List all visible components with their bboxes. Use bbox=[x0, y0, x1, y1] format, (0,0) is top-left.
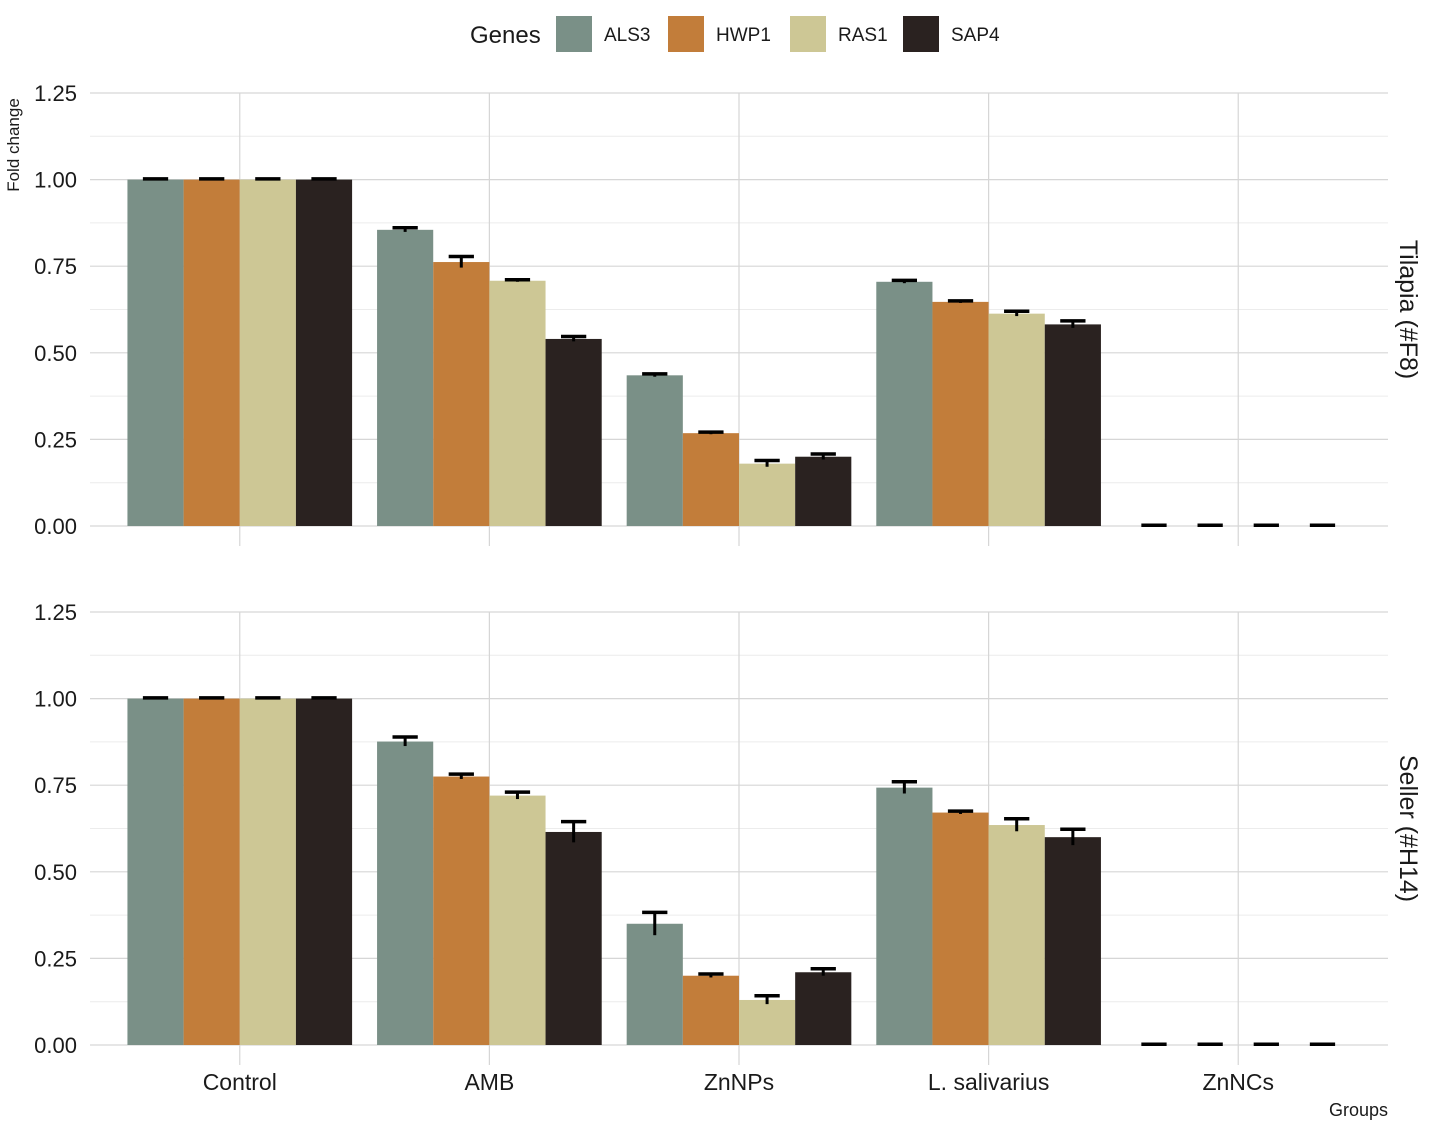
y-axis: 0.00 0.25 0.50 0.75 1.00 1.25 bbox=[34, 81, 77, 539]
panel-seller: 0.00 0.25 0.50 0.75 1.00 1.25 Seller (#H14) bbox=[34, 600, 1422, 1065]
y-tick-label: 0.75 bbox=[34, 254, 77, 279]
x-tick-label: L. salivarius bbox=[928, 1069, 1049, 1095]
bar-ras1 bbox=[239, 179, 296, 526]
y-axis: 0.00 0.25 0.50 0.75 1.00 1.25 bbox=[34, 600, 77, 1058]
y-tick-label: 1.25 bbox=[34, 81, 77, 106]
bars bbox=[127, 696, 1336, 1047]
legend-item-als3: ALS3 bbox=[556, 16, 650, 52]
y-tick-label: 0.00 bbox=[34, 514, 77, 539]
bar-sap4 bbox=[295, 179, 353, 526]
facet-label: Tilapia (#F8) bbox=[1394, 240, 1422, 379]
bar-hwp1 bbox=[433, 776, 490, 1045]
bar-sap4 bbox=[545, 831, 602, 1045]
y-tick-label: 0.50 bbox=[34, 860, 77, 885]
bars bbox=[127, 177, 1336, 528]
y-tick-label: 1.00 bbox=[34, 168, 77, 193]
y-tick-label: 1.00 bbox=[34, 687, 77, 712]
legend-swatch-hwp1 bbox=[668, 16, 704, 52]
legend-item-hwp1: HWP1 bbox=[668, 16, 771, 52]
bar-ras1 bbox=[239, 698, 296, 1045]
bar-sap4 bbox=[1044, 324, 1101, 526]
legend-label-als3: ALS3 bbox=[604, 25, 650, 46]
bar-sap4 bbox=[795, 972, 852, 1045]
legend-label-ras1: RAS1 bbox=[838, 25, 888, 46]
bar-als3 bbox=[127, 179, 184, 526]
bar-hwp1 bbox=[433, 262, 490, 526]
y-tick-label: 0.25 bbox=[34, 427, 77, 452]
bar-ras1 bbox=[739, 463, 796, 526]
bar-hwp1 bbox=[183, 179, 240, 526]
x-tick-label: ZnNPs bbox=[704, 1069, 774, 1095]
bar-ras1 bbox=[489, 280, 546, 526]
legend-label-sap4: SAP4 bbox=[951, 25, 1000, 46]
legend-item-sap4: SAP4 bbox=[903, 16, 1000, 52]
y-tick-label: 1.25 bbox=[34, 600, 77, 625]
legend-item-ras1: RAS1 bbox=[790, 16, 888, 52]
y-tick-label: 0.25 bbox=[34, 946, 77, 971]
x-tick-label: AMB bbox=[464, 1069, 514, 1095]
bar-hwp1 bbox=[932, 812, 989, 1045]
bar-als3 bbox=[876, 787, 933, 1045]
y-tick-label: 0.50 bbox=[34, 341, 77, 366]
bar-ras1 bbox=[489, 795, 546, 1045]
bar-hwp1 bbox=[682, 433, 739, 526]
bar-als3 bbox=[876, 281, 933, 526]
bar-als3 bbox=[127, 698, 184, 1045]
legend-label-hwp1: HWP1 bbox=[716, 25, 771, 46]
bar-sap4 bbox=[795, 456, 852, 526]
legend-swatch-ras1 bbox=[790, 16, 826, 52]
bar-sap4 bbox=[1044, 837, 1101, 1045]
bar-als3 bbox=[626, 923, 683, 1045]
legend-title: Genes bbox=[470, 22, 541, 49]
x-tick-label: Control bbox=[203, 1069, 277, 1095]
x-axis-title: Groups bbox=[1329, 1100, 1388, 1120]
panel-tilapia: 0.00 0.25 0.50 0.75 1.00 1.25 Tilapia (#F8) bbox=[34, 81, 1422, 546]
facet-label: Seller (#H14) bbox=[1394, 755, 1422, 902]
x-tick-label: ZnNCs bbox=[1202, 1069, 1274, 1095]
bar-hwp1 bbox=[183, 698, 240, 1045]
bar-als3 bbox=[626, 375, 683, 526]
bar-sap4 bbox=[545, 338, 602, 526]
y-axis-title: Fold change bbox=[4, 98, 23, 192]
y-tick-label: 0.00 bbox=[34, 1033, 77, 1058]
bar-ras1 bbox=[988, 825, 1045, 1045]
bar-ras1 bbox=[988, 313, 1045, 526]
legend-swatch-als3 bbox=[556, 16, 592, 52]
bar-als3 bbox=[377, 741, 434, 1045]
bar-sap4 bbox=[295, 698, 353, 1045]
y-tick-label: 0.75 bbox=[34, 773, 77, 798]
legend-swatch-sap4 bbox=[903, 16, 939, 52]
bar-hwp1 bbox=[932, 301, 989, 526]
legend: Genes ALS3 HWP1 RAS1 SAP4 bbox=[470, 16, 1000, 52]
bar-hwp1 bbox=[682, 975, 739, 1045]
x-axis: Control AMB ZnNPs L. salivarius ZnNCs Groups bbox=[203, 1069, 1388, 1120]
bar-ras1 bbox=[739, 999, 796, 1045]
bar-als3 bbox=[377, 229, 434, 526]
